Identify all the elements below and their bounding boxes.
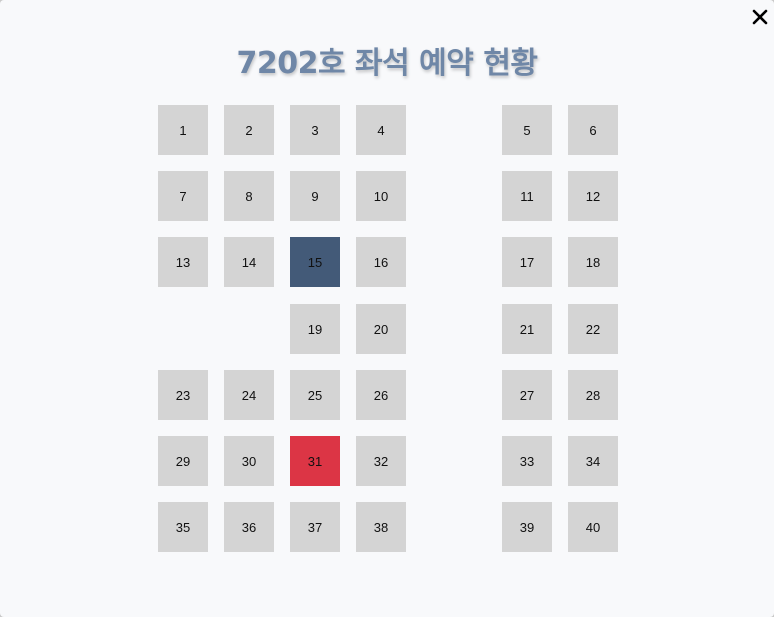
seat-38[interactable]: 38 bbox=[356, 502, 406, 552]
seat-13[interactable]: 13 bbox=[158, 237, 208, 287]
seat-27[interactable]: 27 bbox=[502, 370, 552, 420]
seat-17[interactable]: 17 bbox=[502, 237, 552, 287]
seat-19[interactable]: 19 bbox=[290, 304, 340, 354]
seat-24[interactable]: 24 bbox=[224, 370, 274, 420]
seat-35[interactable]: 35 bbox=[158, 502, 208, 552]
seat-32[interactable]: 32 bbox=[356, 436, 406, 486]
seat-1[interactable]: 1 bbox=[158, 105, 208, 155]
close-button[interactable] bbox=[748, 5, 772, 29]
seat-26[interactable]: 26 bbox=[356, 370, 406, 420]
seat-36[interactable]: 36 bbox=[224, 502, 274, 552]
seat-16[interactable]: 16 bbox=[356, 237, 406, 287]
seat-29[interactable]: 29 bbox=[158, 436, 208, 486]
seat-23[interactable]: 23 bbox=[158, 370, 208, 420]
seat-15[interactable]: 15 bbox=[290, 237, 340, 287]
seat-8[interactable]: 8 bbox=[224, 171, 274, 221]
seat-37[interactable]: 37 bbox=[290, 502, 340, 552]
seat-6[interactable]: 6 bbox=[568, 105, 618, 155]
seat-11[interactable]: 11 bbox=[502, 171, 552, 221]
seat-28[interactable]: 28 bbox=[568, 370, 618, 420]
seat-7[interactable]: 7 bbox=[158, 171, 208, 221]
seat-2[interactable]: 2 bbox=[224, 105, 274, 155]
seat-4[interactable]: 4 bbox=[356, 105, 406, 155]
seat-9[interactable]: 9 bbox=[290, 171, 340, 221]
seat-10[interactable]: 10 bbox=[356, 171, 406, 221]
seat-39[interactable]: 39 bbox=[502, 502, 552, 552]
seat-34[interactable]: 34 bbox=[568, 436, 618, 486]
seat-21[interactable]: 21 bbox=[502, 304, 552, 354]
seat-31[interactable]: 31 bbox=[290, 436, 340, 486]
seat-12[interactable]: 12 bbox=[568, 171, 618, 221]
seat-25[interactable]: 25 bbox=[290, 370, 340, 420]
seat-3[interactable]: 3 bbox=[290, 105, 340, 155]
seat-14[interactable]: 14 bbox=[224, 237, 274, 287]
seat-40[interactable]: 40 bbox=[568, 502, 618, 552]
seat-5[interactable]: 5 bbox=[502, 105, 552, 155]
page-title: 7202호 좌석 예약 현황 bbox=[236, 46, 538, 81]
seat-18[interactable]: 18 bbox=[568, 237, 618, 287]
seat-33[interactable]: 33 bbox=[502, 436, 552, 486]
close-icon bbox=[752, 9, 768, 25]
seat-30[interactable]: 30 bbox=[224, 436, 274, 486]
seat-20[interactable]: 20 bbox=[356, 304, 406, 354]
seat-22[interactable]: 22 bbox=[568, 304, 618, 354]
